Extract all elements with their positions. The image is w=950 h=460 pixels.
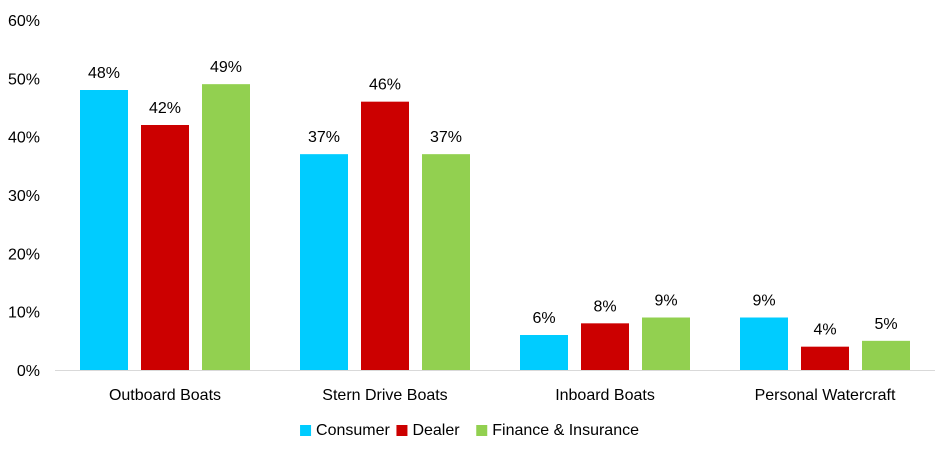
- y-tick-label: 0%: [17, 363, 40, 380]
- bars: 48% 42% 49% 37% 46% 37% 6% 8% 9% 9% 4% 5%: [80, 59, 910, 371]
- data-label: 48%: [88, 65, 120, 82]
- y-axis: 0% 10% 20% 30% 40% 50% 60%: [8, 13, 935, 380]
- legend-item: Consumer: [300, 422, 391, 439]
- legend-swatch: [476, 425, 488, 436]
- data-label: 5%: [874, 316, 897, 333]
- bar: [801, 346, 849, 370]
- bar: [642, 317, 690, 370]
- data-label: 49%: [210, 59, 242, 76]
- bar: [202, 84, 250, 371]
- y-tick-label: 40%: [8, 130, 40, 147]
- bar: [300, 154, 348, 370]
- y-tick-label: 20%: [8, 246, 40, 263]
- category-label: Outboard Boats: [109, 387, 221, 404]
- category-label: Inboard Boats: [555, 387, 655, 404]
- bar: [581, 323, 629, 370]
- data-label: 37%: [430, 129, 462, 146]
- bar: [862, 340, 910, 370]
- legend-swatch: [300, 425, 312, 436]
- y-tick-label: 10%: [8, 305, 40, 322]
- data-label: 42%: [149, 100, 181, 117]
- category-label: Personal Watercraft: [755, 387, 896, 404]
- y-tick-label: 50%: [8, 71, 40, 88]
- y-tick-label: 60%: [8, 13, 40, 30]
- legend-item: Finance & Insurance: [476, 422, 639, 439]
- bar: [141, 125, 189, 370]
- data-label: 8%: [593, 298, 616, 315]
- data-label: 4%: [813, 322, 836, 339]
- y-tick-label: 30%: [8, 188, 40, 205]
- data-label: 46%: [369, 77, 401, 94]
- data-label: 37%: [308, 129, 340, 146]
- data-label: 6%: [532, 310, 555, 327]
- bar: [422, 154, 470, 370]
- legend-item: Dealer: [396, 422, 460, 439]
- legend-label: Consumer: [316, 422, 390, 439]
- bar: [520, 335, 568, 370]
- data-label: 9%: [752, 293, 775, 310]
- bar: [80, 90, 128, 370]
- legend: Consumer Dealer Finance & Insurance: [300, 422, 639, 439]
- legend-label: Finance & Insurance: [492, 422, 639, 439]
- data-label: 9%: [654, 293, 677, 310]
- x-axis: Outboard Boats Stern Drive Boats Inboard B…: [109, 387, 896, 404]
- bar: [740, 317, 788, 370]
- legend-swatch: [396, 425, 408, 436]
- bar: [361, 101, 409, 371]
- category-label: Stern Drive Boats: [322, 387, 447, 404]
- legend-label: Dealer: [412, 422, 460, 439]
